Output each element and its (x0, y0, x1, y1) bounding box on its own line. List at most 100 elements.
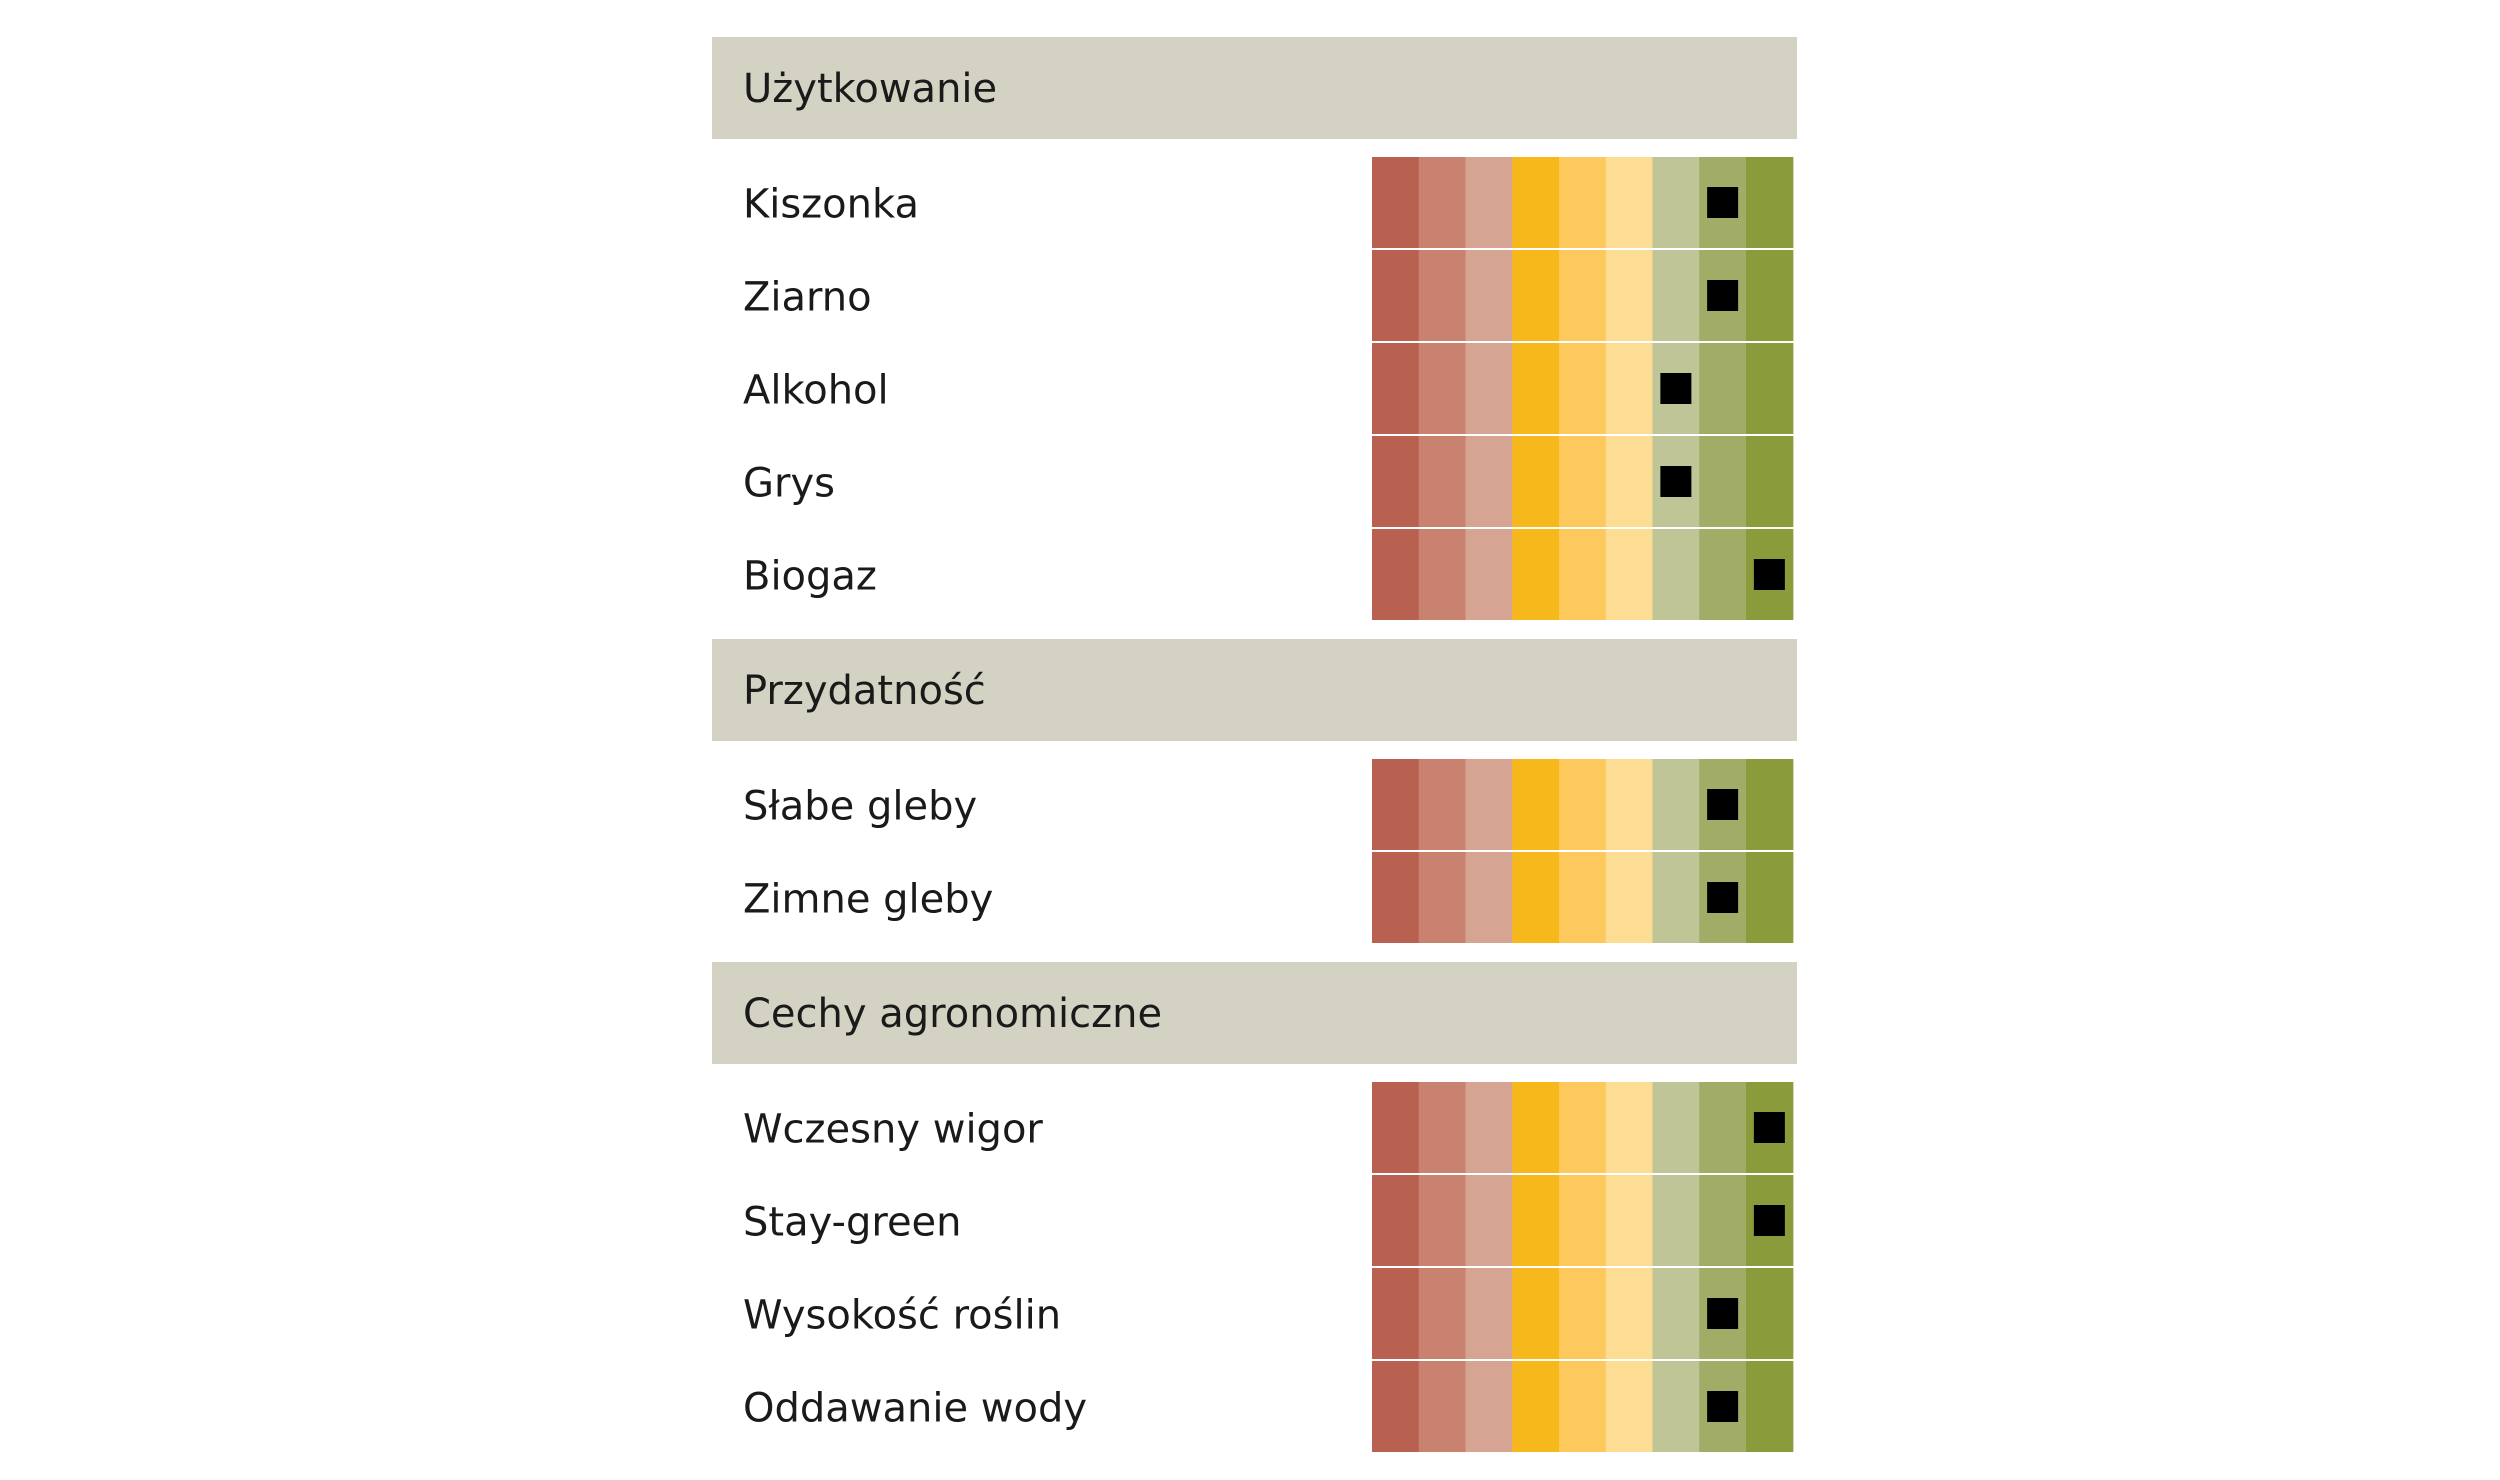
rating-marker (1707, 280, 1739, 311)
rating-marker (1707, 882, 1739, 913)
scale-cell (1605, 1268, 1654, 1359)
rating-marker (1753, 559, 1785, 590)
rating-marker (1660, 466, 1692, 497)
scale-cell (1699, 529, 1747, 620)
section-header (712, 37, 1797, 139)
scale-cell (1465, 157, 1513, 248)
scale-cell (1372, 529, 1420, 620)
scale-cell (1605, 343, 1654, 434)
scale-cell (1418, 1175, 1467, 1266)
scale-cell (1746, 852, 1794, 943)
scale-cell (1652, 529, 1700, 620)
rating-marker (1707, 789, 1739, 820)
scale-cell (1512, 250, 1560, 341)
scale-cell (1699, 436, 1747, 527)
rating-marker (1753, 1205, 1785, 1236)
scale-cell (1605, 157, 1654, 248)
scale-cell (1605, 529, 1654, 620)
scale-cell (1559, 759, 1607, 850)
scale-cell (1559, 343, 1607, 434)
scale-cell (1512, 1268, 1560, 1359)
scale-cell (1372, 436, 1420, 527)
scale-cell (1652, 250, 1700, 341)
scale-cell (1418, 1082, 1467, 1173)
scale-cell (1512, 436, 1560, 527)
rating-marker (1707, 187, 1739, 218)
row-label: Grys (743, 461, 835, 507)
section-header (712, 639, 1797, 741)
scale-cell (1605, 759, 1654, 850)
scale-cell (1465, 343, 1513, 434)
scale-cell (1512, 343, 1560, 434)
scale-cell (1746, 250, 1794, 341)
scale-cell (1512, 157, 1560, 248)
scale-cell (1559, 436, 1607, 527)
scale-cell (1418, 529, 1467, 620)
scale-cell (1372, 759, 1420, 850)
scale-cell (1512, 1175, 1560, 1266)
scale-cell (1372, 1175, 1420, 1266)
row-label: Biogaz (743, 554, 877, 600)
scale-cell (1605, 250, 1654, 341)
scale-cell (1652, 1175, 1700, 1266)
scale-cell (1372, 1361, 1420, 1452)
scale-cell (1559, 529, 1607, 620)
scale-cell (1652, 1361, 1700, 1452)
scale-cell (1559, 1082, 1607, 1173)
scale-cell (1418, 343, 1467, 434)
scale-cell (1465, 250, 1513, 341)
scale-cell (1465, 1361, 1513, 1452)
scale-cell (1418, 157, 1467, 248)
row-label: Alkohol (743, 368, 889, 414)
scale-cell (1746, 436, 1794, 527)
scale-cell (1746, 1361, 1794, 1452)
scale-cell (1559, 1268, 1607, 1359)
scale-cell (1699, 343, 1747, 434)
scale-cell (1746, 1268, 1794, 1359)
rating-marker (1660, 373, 1692, 404)
scale-cell (1559, 852, 1607, 943)
row-label: Oddawanie wody (743, 1386, 1087, 1432)
scale-cell (1512, 852, 1560, 943)
scale-cell (1652, 759, 1700, 850)
scale-cell (1418, 436, 1467, 527)
scale-cell (1605, 1082, 1654, 1173)
scale-cell (1465, 852, 1513, 943)
section-title: Przydatność (743, 668, 986, 714)
scale-cell (1605, 852, 1654, 943)
scale-cell (1418, 250, 1467, 341)
rating-marker (1707, 1298, 1739, 1329)
scale-cell (1652, 1268, 1700, 1359)
scale-cell (1652, 157, 1700, 248)
scale-cell (1746, 343, 1794, 434)
scale-cell (1746, 157, 1794, 248)
row-label: Stay-green (743, 1200, 962, 1246)
scale-cell (1418, 1361, 1467, 1452)
scale-cell (1465, 436, 1513, 527)
scale-cell (1652, 852, 1700, 943)
scale-cell (1465, 1268, 1513, 1359)
rating-marker (1707, 1391, 1739, 1422)
row-label: Zimne gleby (743, 877, 993, 923)
row-label: Słabe gleby (743, 784, 977, 830)
scale-cell (1605, 1361, 1654, 1452)
section-header (712, 962, 1797, 1064)
section-title: Cechy agronomiczne (743, 991, 1162, 1037)
row-label: Wysokość roślin (743, 1293, 1061, 1339)
scale-cell (1605, 1175, 1654, 1266)
scale-cell (1652, 1082, 1700, 1173)
scale-cell (1418, 1268, 1467, 1359)
scale-cell (1559, 157, 1607, 248)
scale-cell (1418, 759, 1467, 850)
scale-cell (1372, 852, 1420, 943)
scale-cell (1465, 759, 1513, 850)
scale-cell (1605, 436, 1654, 527)
scale-cell (1465, 1082, 1513, 1173)
scale-cell (1559, 1361, 1607, 1452)
scale-cell (1512, 1361, 1560, 1452)
scale-cell (1746, 759, 1794, 850)
scale-cell (1512, 759, 1560, 850)
scale-cell (1372, 343, 1420, 434)
scale-cell (1512, 1082, 1560, 1173)
